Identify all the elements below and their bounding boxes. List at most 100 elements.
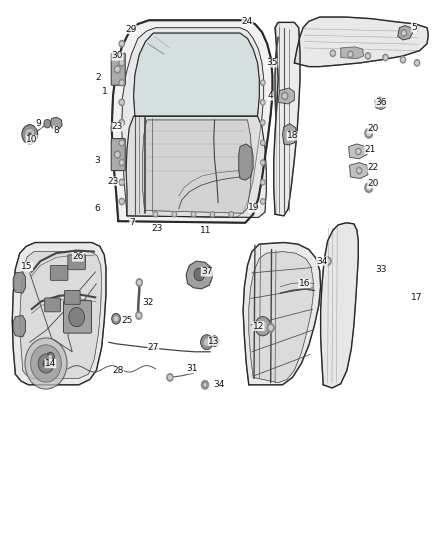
Circle shape (403, 31, 405, 35)
Text: 33: 33 (375, 265, 387, 273)
Circle shape (261, 161, 264, 164)
Circle shape (416, 61, 418, 64)
Text: 25: 25 (121, 317, 133, 325)
Polygon shape (321, 223, 358, 388)
Circle shape (255, 317, 271, 336)
Circle shape (358, 169, 360, 172)
Polygon shape (13, 316, 25, 337)
Circle shape (116, 152, 119, 157)
FancyBboxPatch shape (111, 53, 125, 85)
Circle shape (349, 53, 352, 56)
Circle shape (365, 128, 373, 138)
Text: 28: 28 (113, 366, 124, 375)
Circle shape (414, 60, 420, 66)
Circle shape (49, 355, 52, 359)
Circle shape (261, 142, 264, 144)
Text: 19: 19 (248, 204, 260, 212)
Circle shape (365, 53, 371, 59)
Circle shape (120, 121, 123, 124)
Circle shape (261, 200, 264, 203)
Circle shape (167, 374, 173, 381)
Circle shape (282, 92, 288, 100)
Text: 34: 34 (213, 381, 225, 389)
Circle shape (114, 66, 120, 73)
Circle shape (326, 259, 329, 263)
Text: 1: 1 (102, 87, 108, 96)
Circle shape (204, 338, 210, 346)
Circle shape (114, 316, 118, 321)
Circle shape (356, 148, 361, 155)
Text: 11: 11 (200, 226, 212, 235)
Text: 13: 13 (208, 337, 219, 345)
Circle shape (230, 213, 232, 216)
Circle shape (120, 101, 123, 104)
Circle shape (211, 213, 214, 216)
Circle shape (283, 94, 286, 98)
Circle shape (261, 180, 265, 185)
Text: 17: 17 (411, 293, 423, 302)
Circle shape (136, 312, 142, 319)
Circle shape (154, 213, 156, 216)
Circle shape (379, 101, 383, 106)
Text: 10: 10 (26, 135, 37, 144)
Polygon shape (278, 88, 294, 104)
Polygon shape (350, 163, 368, 179)
Text: 37: 37 (201, 268, 212, 276)
Polygon shape (12, 243, 106, 385)
Polygon shape (50, 117, 62, 129)
Circle shape (400, 56, 406, 63)
Polygon shape (239, 144, 253, 180)
Polygon shape (283, 124, 297, 145)
Circle shape (204, 384, 206, 386)
Circle shape (136, 279, 142, 286)
Circle shape (365, 183, 373, 192)
Circle shape (114, 151, 120, 158)
Circle shape (119, 140, 124, 146)
Text: 4: 4 (268, 92, 273, 100)
Circle shape (383, 54, 388, 61)
Circle shape (138, 313, 140, 317)
Polygon shape (112, 20, 272, 223)
Circle shape (119, 179, 124, 185)
Circle shape (261, 140, 265, 146)
Circle shape (201, 381, 208, 389)
Text: 23: 23 (107, 177, 119, 185)
Circle shape (357, 150, 360, 153)
Circle shape (261, 122, 264, 124)
Text: 14: 14 (45, 359, 56, 368)
Polygon shape (294, 17, 428, 67)
Circle shape (261, 80, 265, 85)
Text: 36: 36 (375, 98, 387, 107)
Circle shape (120, 81, 123, 84)
Circle shape (119, 159, 124, 166)
Circle shape (332, 52, 334, 55)
Circle shape (261, 199, 265, 204)
FancyBboxPatch shape (64, 290, 80, 304)
Circle shape (402, 58, 404, 61)
Text: 34: 34 (316, 257, 328, 265)
Text: 30: 30 (112, 52, 123, 60)
Circle shape (120, 200, 123, 203)
Text: 18: 18 (287, 132, 298, 140)
Circle shape (384, 56, 387, 59)
Circle shape (229, 212, 233, 217)
Circle shape (173, 213, 175, 216)
Text: 2: 2 (96, 73, 101, 82)
Polygon shape (20, 252, 102, 378)
FancyBboxPatch shape (64, 301, 92, 333)
Circle shape (120, 161, 123, 164)
Circle shape (119, 99, 124, 106)
Circle shape (169, 375, 172, 379)
Polygon shape (274, 22, 300, 216)
Polygon shape (243, 243, 321, 385)
Polygon shape (349, 144, 367, 159)
Text: 23: 23 (112, 123, 123, 131)
Circle shape (120, 61, 123, 64)
Circle shape (44, 119, 51, 128)
Circle shape (138, 280, 141, 285)
Circle shape (258, 321, 267, 332)
Circle shape (203, 383, 207, 387)
Circle shape (43, 360, 49, 367)
Circle shape (261, 100, 265, 105)
Circle shape (194, 268, 205, 281)
